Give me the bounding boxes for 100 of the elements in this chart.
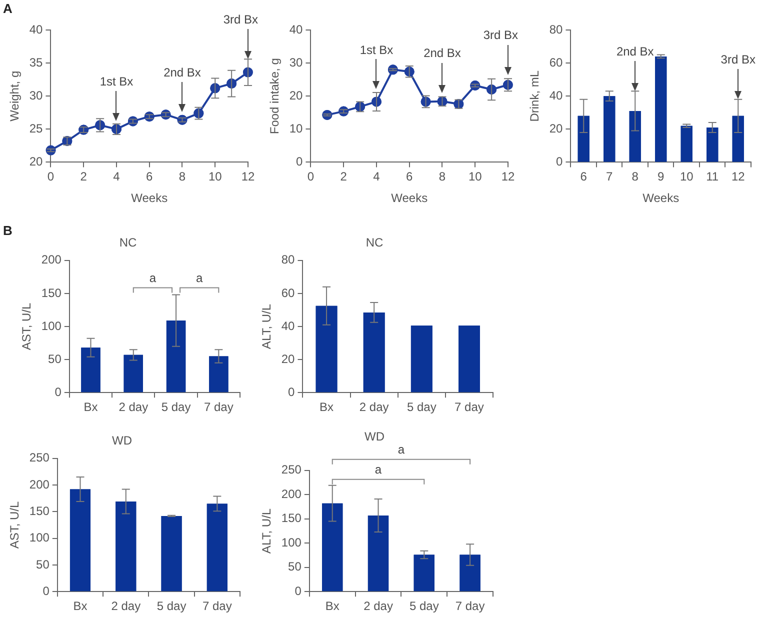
x-tick-label: 6 xyxy=(146,170,154,184)
y-axis-title: Food intake, g xyxy=(268,58,282,134)
y-tick-label: 150 xyxy=(41,286,62,300)
x-tick-label: 4 xyxy=(373,170,380,184)
x-tick-label: 12 xyxy=(241,170,255,184)
x-tick-label: 7 xyxy=(606,170,614,184)
x-tick-label: 10 xyxy=(468,170,482,184)
y-axis-title: AST, U/L xyxy=(8,501,22,549)
x-tick-label: 12 xyxy=(731,170,746,184)
x-tick-label: 5 day xyxy=(161,400,191,414)
y-axis-title: Drink, mL xyxy=(528,70,542,122)
y-tick-label: 80 xyxy=(281,252,296,267)
annotation: a xyxy=(196,271,204,286)
y-tick-label: 0 xyxy=(556,154,564,169)
x-tick-label: 7 day xyxy=(454,400,484,414)
x-tick-label: 7 day xyxy=(455,599,485,614)
y-tick-label: 150 xyxy=(281,511,302,526)
y-tick-label: 0 xyxy=(294,584,302,598)
x-tick-label: 7 day xyxy=(202,599,232,614)
text: B xyxy=(3,223,12,238)
x-tick-label: Bx xyxy=(73,599,88,614)
annotation: 3rd Bx xyxy=(720,52,756,67)
text: A xyxy=(3,1,13,16)
x-tick-label: 7 day xyxy=(204,400,234,414)
y-tick-label: 40 xyxy=(549,88,564,102)
y-tick-label: 0 xyxy=(296,154,304,169)
annotation: 2nd Bx xyxy=(164,65,201,80)
y-tick-label: 60 xyxy=(549,55,564,70)
y-tick-label: 0 xyxy=(42,584,50,598)
y-tick-label: 50 xyxy=(288,560,302,574)
annotation: 3rd Bx xyxy=(483,28,518,42)
annotation: 1st Bx xyxy=(100,74,134,89)
annotation: 1st Bx xyxy=(360,42,394,57)
y-tick-label: 0 xyxy=(54,384,62,399)
x-tick-label: 2 day xyxy=(359,400,389,414)
annotation: 3rd Bx xyxy=(223,12,258,26)
y-tick-label: 200 xyxy=(281,486,302,501)
x-tick-label: 4 xyxy=(113,170,120,184)
y-tick-label: 100 xyxy=(281,535,302,550)
annotation: 2nd Bx xyxy=(616,44,654,58)
x-tick-label: 5 day xyxy=(156,599,186,614)
annotation: a xyxy=(374,462,382,477)
text: a xyxy=(398,442,405,457)
x-tick-label: 8 xyxy=(178,170,186,184)
y-tick-label: 0 xyxy=(288,384,296,399)
x-tick-label: 2 xyxy=(340,170,348,184)
y-tick-label: 250 xyxy=(281,462,302,477)
y-tick-label: 50 xyxy=(48,352,62,366)
x-tick-label: 8 xyxy=(632,170,639,184)
y-tick-label: 150 xyxy=(29,504,50,518)
x-tick-label: 5 day xyxy=(406,400,436,414)
x-tick-label: 8 xyxy=(438,170,446,184)
annotation: 2nd Bx xyxy=(424,46,461,60)
y-tick-label: 50 xyxy=(36,557,50,572)
y-tick-label: 250 xyxy=(29,450,50,465)
x-tick-label: 2 xyxy=(80,170,88,184)
annotation: a xyxy=(149,271,156,286)
x-tick-label: 2 day xyxy=(118,400,148,414)
y-axis-title: AST, U/L xyxy=(20,302,34,350)
chart-title: NC xyxy=(119,236,137,250)
x-tick-label: 10 xyxy=(208,170,222,184)
x-tick-label: 12 xyxy=(501,170,515,184)
y-tick-label: 20 xyxy=(289,88,304,102)
y-tick-label: 20 xyxy=(549,121,564,136)
y-tick-label: 40 xyxy=(29,22,44,36)
x-tick-label: Bx xyxy=(325,599,340,614)
x-tick-label: 0 xyxy=(307,170,314,184)
y-tick-label: 10 xyxy=(289,121,304,136)
y-tick-label: 25 xyxy=(29,121,44,136)
y-tick-label: 80 xyxy=(549,22,564,36)
y-tick-label: 20 xyxy=(281,352,296,366)
x-tick-label: 2 day xyxy=(364,599,393,614)
y-tick-label: 30 xyxy=(29,88,44,102)
y-tick-label: 30 xyxy=(289,55,304,70)
x-tick-label: 10 xyxy=(680,170,694,184)
y-tick-label: 100 xyxy=(29,530,50,545)
x-tick-label: 6 xyxy=(580,170,588,184)
x-tick-label: 9 xyxy=(658,170,665,184)
x-axis-title: Weeks xyxy=(391,191,428,206)
y-axis-title: Weight, g xyxy=(8,70,22,122)
x-axis-title: Weeks xyxy=(642,191,680,206)
chart-title: WD xyxy=(112,434,132,448)
y-tick-label: 100 xyxy=(41,318,62,333)
x-tick-label: 5 day xyxy=(409,599,439,614)
x-tick-label: 6 xyxy=(406,170,414,184)
y-tick-label: 200 xyxy=(29,477,50,492)
y-tick-label: 35 xyxy=(29,55,44,70)
y-axis-title: ALT, U/L xyxy=(260,304,274,350)
y-tick-label: 20 xyxy=(29,154,44,169)
x-tick-label: Bx xyxy=(320,400,334,414)
y-tick-label: 40 xyxy=(281,318,296,333)
x-tick-label: 2 day xyxy=(111,599,141,614)
y-tick-label: 200 xyxy=(41,252,62,267)
y-tick-label: 60 xyxy=(281,286,296,300)
x-tick-label: 11 xyxy=(706,170,719,184)
chart-title: WD xyxy=(364,430,385,444)
x-axis-title: Weeks xyxy=(131,191,168,206)
chart-title: NC xyxy=(366,236,384,250)
y-axis-title: ALT, U/L xyxy=(260,508,274,554)
x-tick-label: Bx xyxy=(84,400,98,414)
